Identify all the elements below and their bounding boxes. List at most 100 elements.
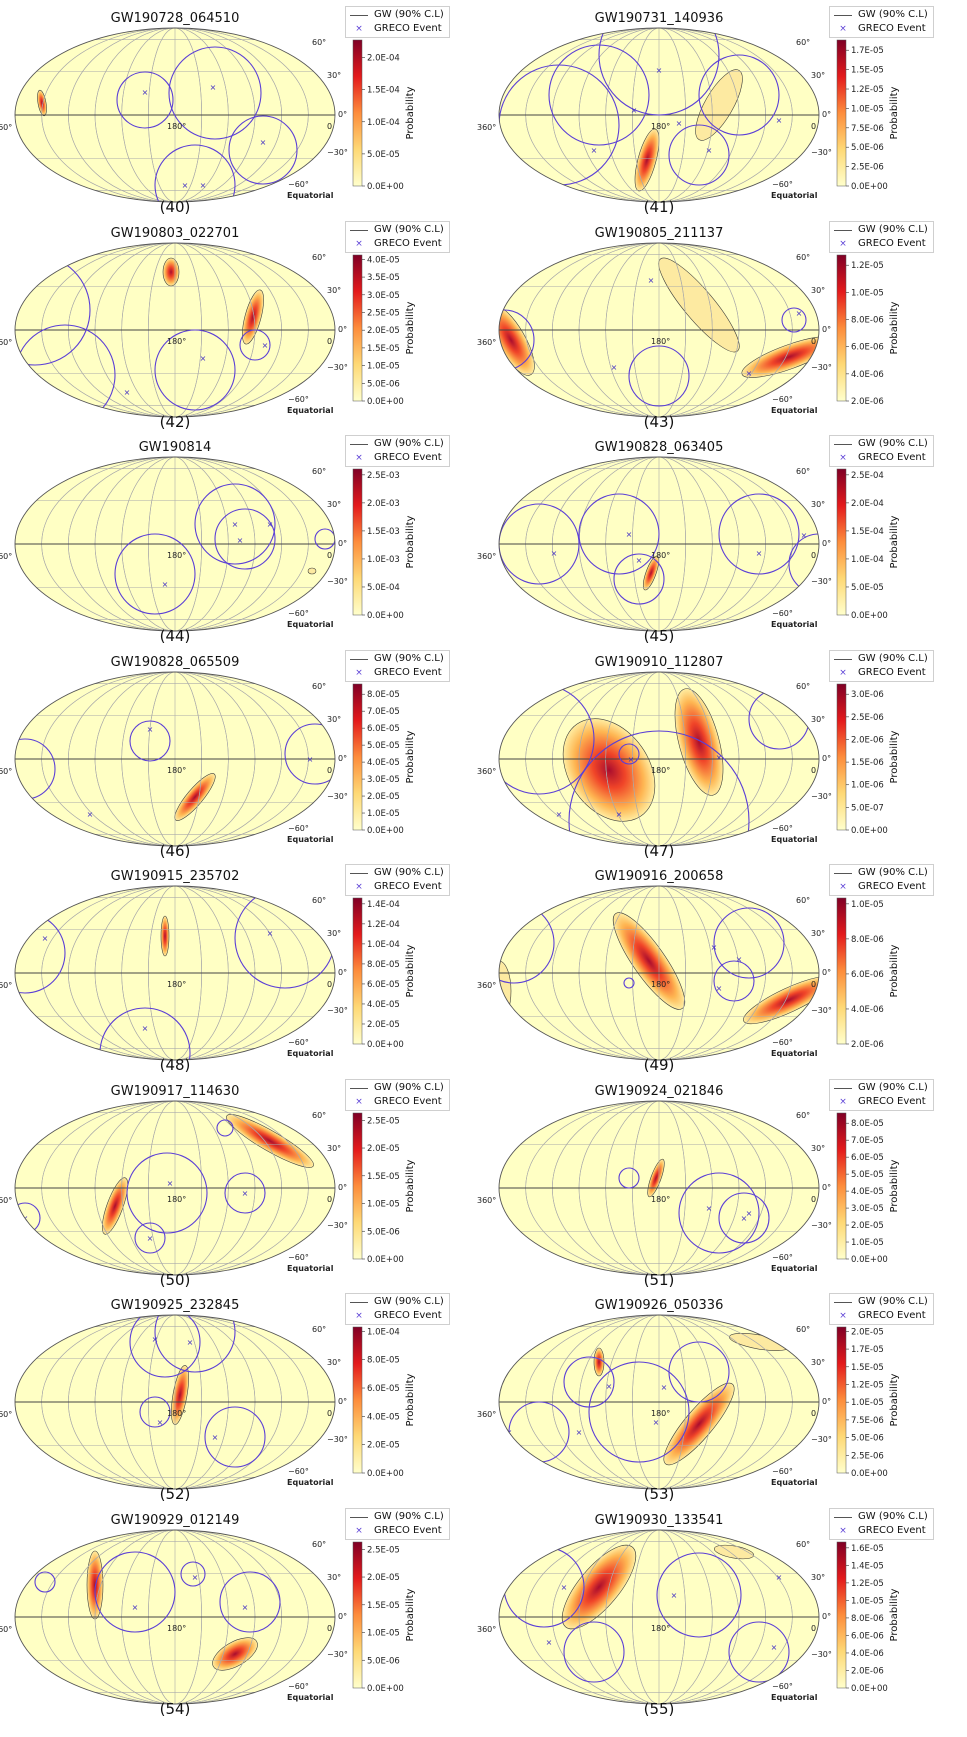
- legend-cross-icon: ×: [839, 882, 847, 892]
- panel-title: GW190929_012149: [110, 1513, 240, 1528]
- legend-greco-row: × GRECO Event: [350, 451, 444, 465]
- skymap-panel: × × × × 360° 180° 0 60° 30° 0° −30° −60° Equatorial 0…: [0, 215, 483, 431]
- lon-label-0: 0: [327, 766, 332, 775]
- legend: GW (90% C.L) × GRECO Event: [345, 1079, 450, 1111]
- greco-event-marker: ×: [210, 83, 217, 92]
- frame-label: Equatorial: [771, 835, 818, 844]
- colorbar: [352, 39, 363, 187]
- sky-outline: [14, 1529, 336, 1705]
- lat-label-60: 60°: [312, 38, 326, 47]
- colorbar-tick-label: 1.5E-04: [851, 527, 884, 537]
- colorbar-tick-label: 2.0E-05: [851, 1221, 884, 1231]
- lat-label-60: 60°: [312, 1325, 326, 1334]
- legend-gw-label: GW (90% C.L): [858, 1082, 928, 1093]
- legend: GW (90% C.L) × GRECO Event: [345, 864, 450, 896]
- colorbar-tick-label: 0.0E+00: [851, 1255, 888, 1265]
- legend-gw-label: GW (90% C.L): [858, 1296, 928, 1307]
- lon-label-180: 180°: [167, 980, 186, 989]
- colorbar-tick-label: 2.0E-05: [367, 1020, 400, 1030]
- colorbar-tick-label: 0.0E+00: [851, 1684, 888, 1694]
- legend-gw-label: GW (90% C.L): [374, 1082, 444, 1093]
- lon-label-180: 180°: [167, 766, 186, 775]
- colorbar-tick-label: 2.0E-04: [367, 54, 400, 64]
- greco-event-marker: ×: [152, 1335, 159, 1344]
- lat-label-60: 60°: [312, 1111, 326, 1120]
- lon-label-360: 360°: [477, 767, 496, 776]
- greco-event-marker: ×: [187, 1338, 194, 1347]
- colorbar-tick-label: 0.0E+00: [367, 826, 404, 836]
- probability-region: [226, 1114, 314, 1168]
- colorbar-tick-label: 5.0E-07: [851, 803, 884, 813]
- skymap-panel: × × × × 360° 180° 0 60° 30° 0° −30° −60° Equatorial 0…: [0, 1073, 483, 1289]
- lat-label-m60: −60°: [288, 824, 309, 833]
- lat-label-30: 30°: [327, 929, 341, 938]
- legend-greco-row: × GRECO Event: [350, 1524, 444, 1538]
- colorbar-tick-label: 1.0E-05: [851, 900, 884, 910]
- colorbar-tick-label: 1.2E-05: [851, 261, 884, 271]
- legend-cross-icon: ×: [839, 668, 847, 678]
- panel-number-label: (53): [643, 1485, 675, 1503]
- skymap-plot: × × × × × 360° 180° 0 60° 30° 0° −30° −60° Equatorial…: [477, 671, 900, 847]
- lat-label-m60: −60°: [288, 1038, 309, 1047]
- probability-region: [307, 567, 317, 575]
- legend-gw-row: GW (90% C.L): [834, 223, 928, 237]
- greco-event-marker: ×: [716, 984, 723, 993]
- lat-label-0: 0°: [822, 1183, 831, 1192]
- lat-label-30: 30°: [811, 500, 825, 509]
- lat-label-30: 30°: [327, 1358, 341, 1367]
- lon-label-180: 180°: [651, 122, 670, 131]
- lat-label-m30: −30°: [327, 1435, 348, 1444]
- greco-event-marker: ×: [147, 725, 154, 734]
- greco-event-marker: ×: [653, 1418, 660, 1427]
- colorbar-label: Probability: [405, 515, 416, 568]
- lat-label-30: 30°: [811, 1358, 825, 1367]
- lat-label-m60: −60°: [772, 1682, 793, 1691]
- legend-line-icon: [350, 1516, 368, 1518]
- probability-region: [647, 1158, 665, 1198]
- sky-outline: [498, 1100, 820, 1276]
- legend-greco-label: GRECO Event: [374, 452, 442, 463]
- legend-line-icon: [350, 658, 368, 660]
- colorbar-tick-label: 1.5E-05: [367, 344, 400, 354]
- legend-greco-label: GRECO Event: [858, 881, 926, 892]
- gw-contour: [713, 907, 785, 979]
- probability-region: [593, 1347, 605, 1377]
- colorbar-label: Probability: [889, 1159, 900, 1212]
- colorbar-label: Probability: [889, 1588, 900, 1641]
- lon-label-360: 360°: [0, 981, 12, 990]
- legend-gw-row: GW (90% C.L): [350, 1510, 444, 1524]
- colorbar-tick-label: 0.0E+00: [367, 182, 404, 192]
- gw-contour: [588, 1361, 690, 1463]
- greco-event-marker: ×: [776, 116, 783, 125]
- greco-event-marker: ×: [656, 66, 663, 75]
- colorbar-tick-label: 1.0E-04: [367, 118, 400, 128]
- gw-contour: [613, 553, 665, 605]
- panel-title: GW190925_232845: [110, 1298, 240, 1313]
- legend-gw-label: GW (90% C.L): [374, 1511, 444, 1522]
- panel-title: GW190915_235702: [110, 869, 240, 884]
- greco-event-marker: ×: [711, 943, 718, 952]
- legend-greco-label: GRECO Event: [858, 667, 926, 678]
- colorbar-tick-label: 3.5E-05: [367, 273, 400, 283]
- gw-contour: [668, 124, 730, 186]
- lon-label-360: 360°: [477, 123, 496, 132]
- lat-label-m30: −30°: [811, 577, 832, 586]
- skymap-panel: × × × × × 360° 180° 0 60° 30° 0° −30° −60° Equatorial…: [477, 1287, 967, 1503]
- colorbar-tick-label: 7.0E-05: [851, 1136, 884, 1146]
- colorbar-tick-label: 4.0E-05: [367, 1000, 400, 1010]
- greco-event-marker: ×: [260, 138, 267, 147]
- lon-label-360: 360°: [477, 552, 496, 561]
- lon-label-360: 360°: [0, 123, 12, 132]
- legend-cross-icon: ×: [355, 668, 363, 678]
- colorbar-tick-label: 0.0E+00: [851, 182, 888, 192]
- legend-greco-row: × GRECO Event: [350, 22, 444, 36]
- colorbar: [352, 897, 363, 1045]
- greco-event-marker: ×: [192, 1573, 199, 1582]
- colorbar-tick-label: 2.0E-05: [367, 1441, 400, 1451]
- frame-label: Equatorial: [771, 1264, 818, 1273]
- colorbar-tick-label: 5.0E-05: [851, 1170, 884, 1180]
- legend-cross-icon: ×: [839, 239, 847, 249]
- legend-gw-label: GW (90% C.L): [858, 224, 928, 235]
- lon-label-0: 0: [811, 122, 816, 131]
- greco-event-marker: ×: [516, 914, 523, 923]
